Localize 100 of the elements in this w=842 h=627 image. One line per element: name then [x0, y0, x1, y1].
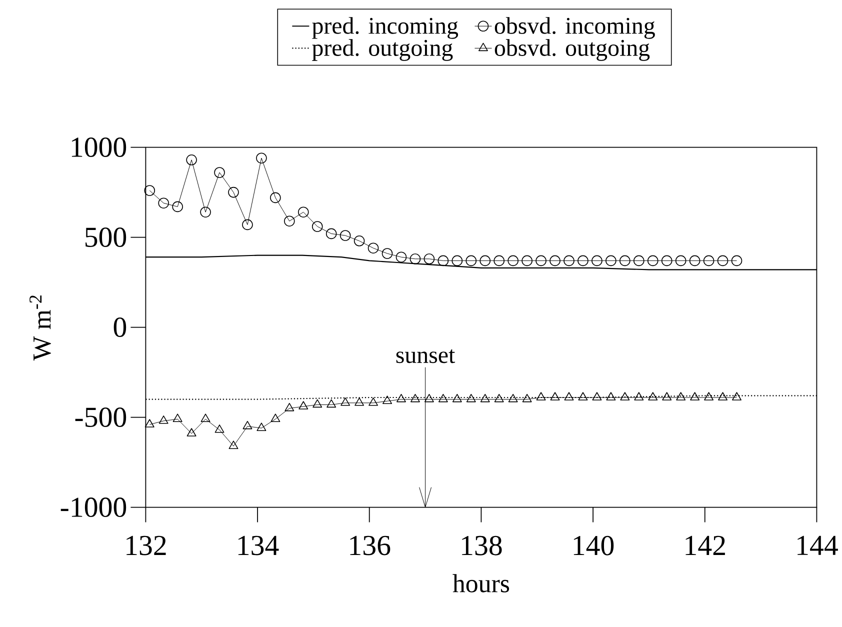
- point: [410, 254, 421, 264]
- point: [298, 401, 308, 410]
- point: [494, 394, 504, 402]
- point: [704, 392, 714, 400]
- point: [200, 414, 210, 422]
- y-tick-label: 1000: [72, 138, 126, 158]
- point: [424, 254, 435, 264]
- point: [438, 394, 448, 402]
- point: [592, 255, 602, 266]
- point: [382, 396, 392, 404]
- point: [326, 399, 336, 408]
- point: [466, 255, 477, 266]
- point: [703, 255, 714, 266]
- point: [368, 398, 378, 406]
- y-tick-label: -500: [75, 408, 126, 428]
- point: [396, 252, 407, 262]
- point: [731, 255, 742, 266]
- point: [242, 219, 253, 230]
- point: [452, 255, 463, 266]
- point: [326, 228, 337, 240]
- point: [494, 255, 504, 266]
- point: [382, 248, 393, 259]
- point: [648, 392, 658, 400]
- point: [550, 392, 560, 400]
- point: [592, 392, 602, 400]
- point: [466, 394, 476, 402]
- point: [354, 236, 365, 246]
- point: [606, 392, 616, 400]
- point: [718, 392, 728, 400]
- point: [634, 392, 644, 400]
- point: [144, 419, 154, 428]
- point: [620, 392, 630, 400]
- point: [578, 392, 588, 400]
- point: [284, 216, 295, 226]
- point: [396, 394, 406, 402]
- point: [689, 255, 700, 266]
- point: [424, 394, 434, 402]
- point: [186, 154, 197, 166]
- legend-label: obsvd. incoming: [494, 17, 655, 39]
- y-tick-label: -1000: [60, 498, 126, 518]
- legend-label: pred. incoming: [312, 17, 458, 39]
- point: [522, 394, 532, 402]
- legend-label: obsvd. outgoing: [494, 39, 650, 61]
- point: [732, 392, 742, 400]
- point: [242, 420, 252, 430]
- point: [508, 255, 518, 266]
- y-axis-title: W m$^{-2}$: [30, 295, 51, 361]
- point: [508, 394, 518, 402]
- point: [690, 392, 700, 400]
- point: [214, 424, 224, 433]
- point: [256, 152, 267, 164]
- point: [452, 394, 462, 402]
- point: [368, 242, 379, 254]
- point: [536, 255, 546, 266]
- y-tick-label: 500: [86, 228, 126, 248]
- point: [186, 428, 196, 436]
- point: [284, 402, 294, 412]
- point: [536, 392, 546, 400]
- point: [647, 255, 658, 266]
- x-tick-label: 138: [462, 536, 502, 556]
- point: [564, 392, 574, 400]
- x-tick-label: 134: [238, 536, 279, 556]
- point: [675, 255, 686, 266]
- point: [480, 394, 490, 402]
- point: [620, 255, 630, 266]
- x-tick-label: 144: [798, 536, 838, 555]
- point: [312, 399, 322, 408]
- point: [158, 198, 169, 208]
- x-tick-label: 140: [574, 536, 614, 556]
- point: [228, 440, 238, 449]
- point: [633, 255, 644, 266]
- point: [172, 201, 183, 212]
- x-tick-label: 132: [126, 536, 166, 556]
- point: [717, 255, 728, 266]
- point: [438, 255, 449, 266]
- point: [480, 255, 491, 266]
- point: [270, 414, 280, 422]
- point: [410, 394, 420, 402]
- ref-line-label: sunset: [396, 349, 456, 364]
- point: [578, 255, 588, 266]
- point: [354, 398, 364, 406]
- point: [144, 185, 156, 196]
- point: [312, 221, 323, 232]
- legend-label: pred. outgoing: [312, 39, 453, 61]
- point: [676, 392, 686, 400]
- point: [522, 255, 532, 266]
- point: [298, 206, 309, 218]
- point: [228, 186, 239, 198]
- x-axis-title: hours: [452, 574, 510, 592]
- point: [158, 416, 168, 424]
- x-tick-label: 136: [350, 536, 390, 556]
- point: [606, 255, 616, 266]
- point: [270, 192, 281, 204]
- x-tick-label: 142: [686, 536, 725, 555]
- point: [564, 255, 574, 266]
- point: [172, 414, 182, 422]
- y-tick-label: 0: [114, 318, 126, 338]
- point: [661, 255, 672, 266]
- point: [340, 398, 350, 406]
- point: [662, 392, 672, 400]
